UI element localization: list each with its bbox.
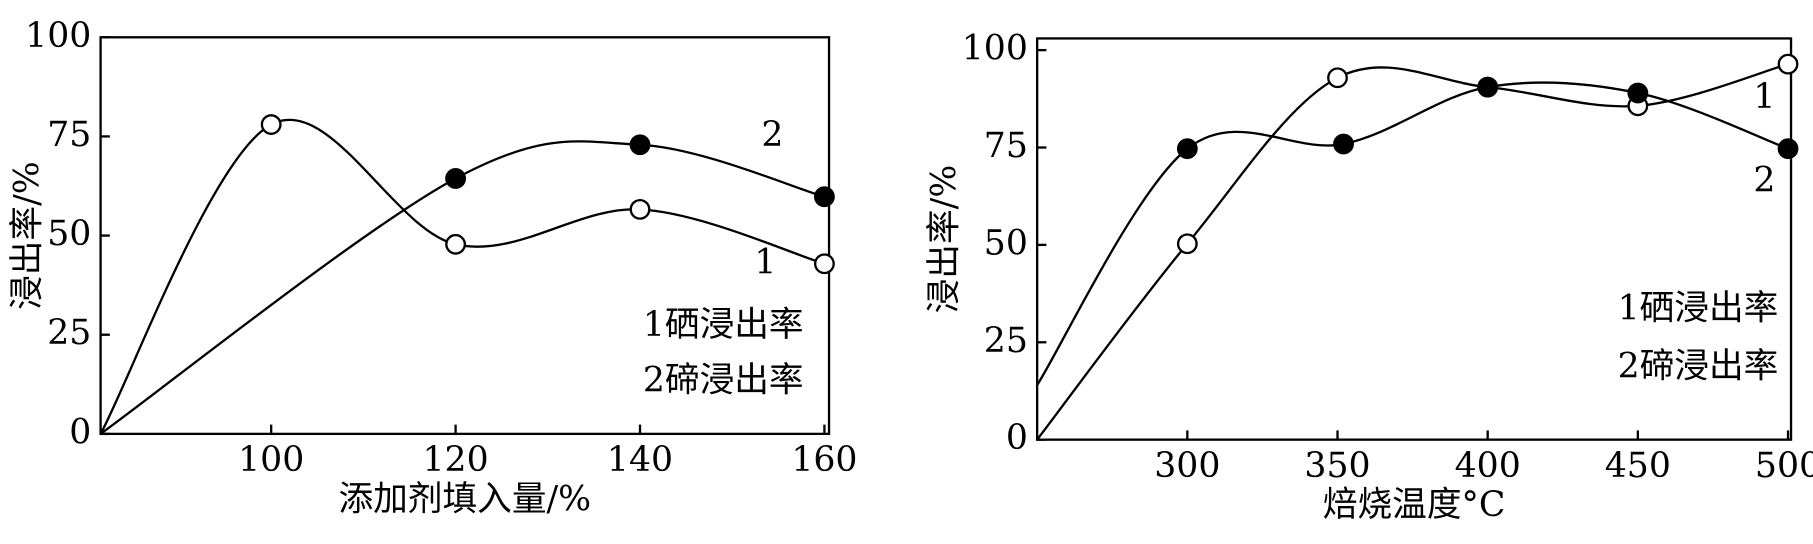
y-tick-label: 100 — [962, 29, 1028, 69]
series-line — [99, 140, 825, 435]
y-tick-label: 75 — [47, 115, 91, 155]
series-label: 1 — [1753, 77, 1775, 117]
data-point — [814, 186, 835, 208]
legend-entry: 1硒浸出率 — [1618, 289, 1779, 329]
x-tick-label: 350 — [1304, 446, 1370, 486]
data-point — [445, 233, 466, 255]
plot-frame — [1036, 37, 1793, 441]
y-tick-label: 25 — [984, 321, 1028, 361]
x-axis-label: 添加剂填入量/% — [338, 479, 591, 519]
y-tick-label: 0 — [69, 412, 91, 452]
x-tick-label: 100 — [238, 440, 304, 480]
x-tick-label: 300 — [1154, 446, 1220, 486]
data-point — [260, 114, 282, 135]
data-point — [629, 198, 651, 220]
x-tick-label: 160 — [791, 440, 857, 480]
data-point — [1777, 138, 1799, 160]
series-label: 2 — [761, 115, 783, 155]
data-point — [629, 134, 651, 156]
x-tick-label: 140 — [607, 440, 673, 480]
x-tick-label: 400 — [1455, 446, 1521, 486]
data-point — [1176, 233, 1198, 255]
y-tick-label: 50 — [984, 223, 1028, 263]
data-point — [1477, 76, 1499, 98]
data-point — [1333, 133, 1354, 155]
legend-entry: 2碲浸出率 — [1618, 346, 1779, 386]
legend-entry: 1硒浸出率 — [643, 305, 804, 345]
data-point — [814, 253, 835, 275]
data-point — [445, 168, 466, 189]
series-line — [99, 118, 825, 435]
data-point — [1627, 82, 1649, 104]
y-tick-label: 0 — [1006, 418, 1028, 458]
y-tick-label: 50 — [47, 214, 91, 254]
y-tick-label: 25 — [47, 313, 91, 353]
data-point — [1777, 53, 1799, 75]
data-point — [1327, 67, 1348, 89]
series-label: 2 — [1753, 160, 1775, 200]
legend-entry: 2碲浸出率 — [643, 360, 804, 400]
y-tick-label: 100 — [25, 16, 91, 56]
x-tick-label: 450 — [1605, 446, 1671, 486]
y-tick-label: 75 — [984, 126, 1028, 166]
y-axis-label: 浸出率/% — [7, 161, 47, 310]
series-label: 1 — [754, 242, 776, 282]
y-axis-label: 浸出率/% — [924, 165, 964, 314]
x-tick-label: 120 — [422, 440, 488, 480]
data-point — [1176, 138, 1198, 160]
x-axis-label: 焙烧温度°C — [1323, 485, 1506, 525]
series-line — [1036, 81, 1789, 386]
x-tick-label: 500 — [1755, 446, 1813, 486]
